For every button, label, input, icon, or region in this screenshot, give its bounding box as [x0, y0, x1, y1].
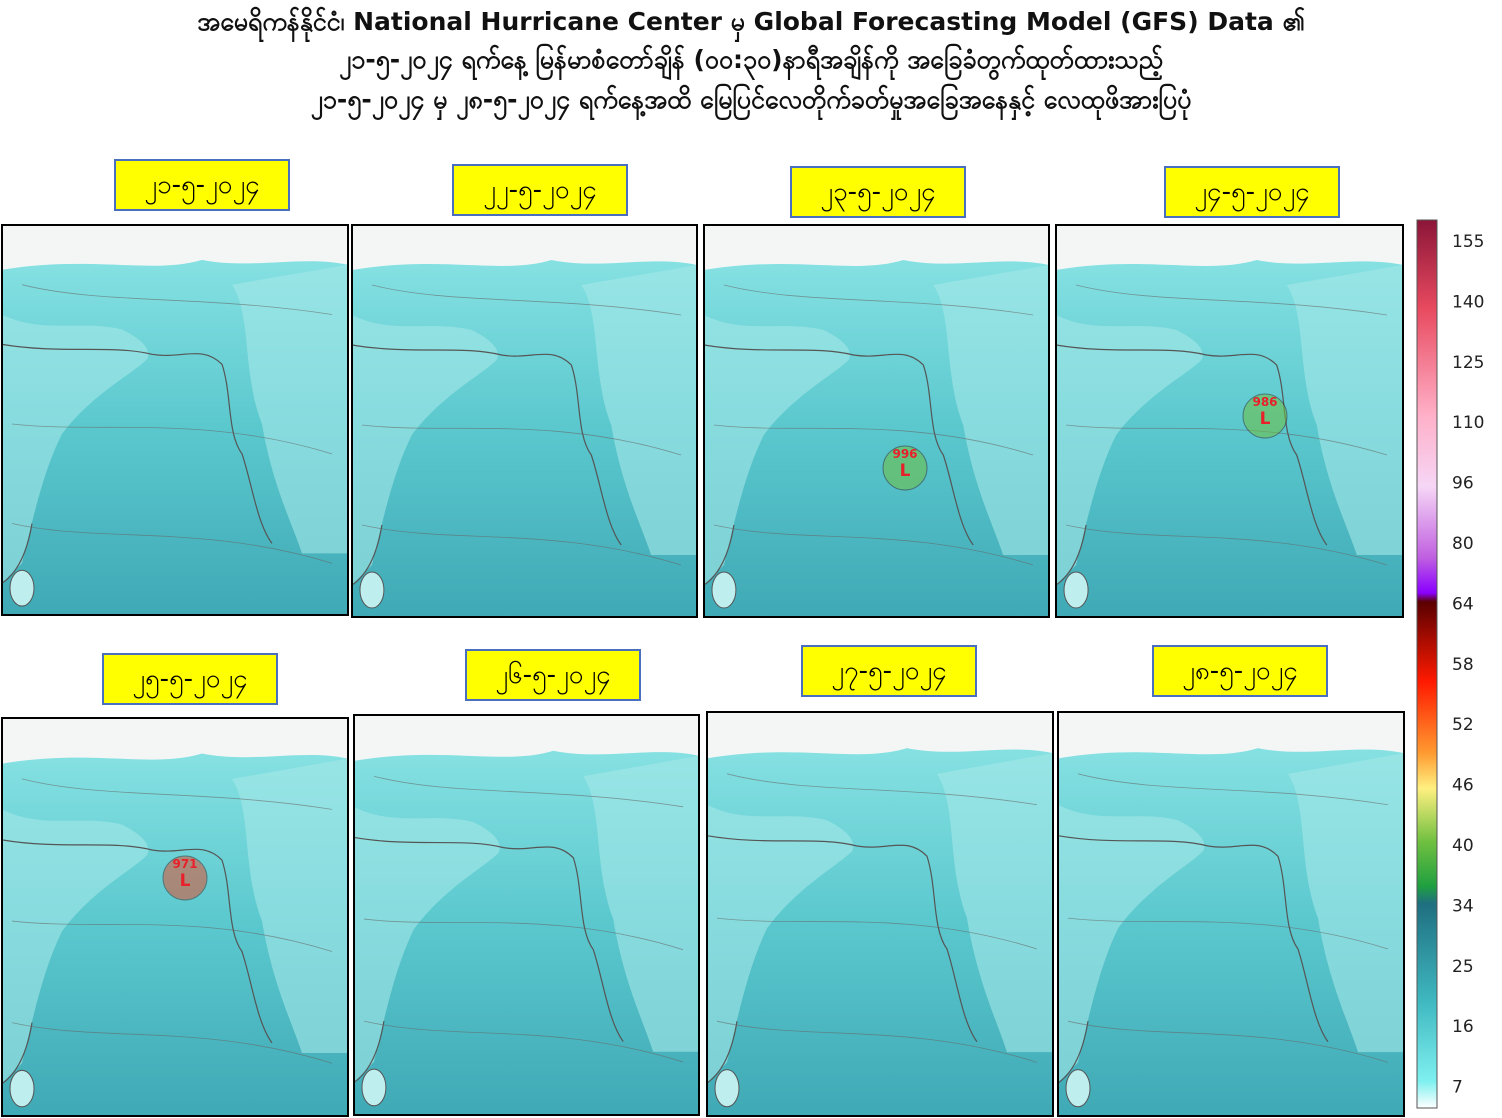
date-label: ၂၆-၅-၂၀၂၄ [465, 649, 641, 701]
colorbar-label: 52 [1452, 715, 1474, 735]
low-symbol: L [1260, 409, 1271, 429]
colorbar-label: 64 [1452, 594, 1474, 614]
low-pressure: 986 [1252, 395, 1277, 409]
colorbar-label: 125 [1452, 353, 1484, 373]
low-pressure: 971 [172, 857, 197, 871]
title-line: အမေရိကန်နိုင်ငံ၊ National Hurricane Cent… [197, 7, 1305, 36]
date-label: ၂၃-၅-၂၀၂၄ [790, 166, 966, 218]
date-label: ၂၄-၅-၂၀၂၄ [1164, 166, 1340, 218]
low-pressure: 996 [892, 447, 917, 461]
colorbar-label: 80 [1452, 534, 1474, 554]
low-swirl [162, 855, 208, 901]
colorbar-label: 16 [1452, 1017, 1474, 1037]
colorbar-label: 155 [1452, 232, 1484, 252]
colorbar-label: 25 [1452, 957, 1474, 977]
map-panel [1, 717, 349, 1117]
low-symbol: L [900, 461, 911, 481]
map-panel [353, 714, 700, 1116]
date-label: ၂၁-၅-၂၀၂၄ [114, 159, 290, 211]
title-line: ၂၁-၅-၂၀၂၄ မှ ၂၈-၅-၂၀၂၄ ရက်နေ့အထိ မြေပြင်… [310, 85, 1192, 114]
colorbar-label: 7 [1452, 1078, 1463, 1098]
map-panel [706, 711, 1054, 1117]
map-panel [1055, 224, 1404, 618]
map-panel [1057, 711, 1405, 1117]
map-border [353, 714, 700, 1116]
map-border [1, 224, 349, 616]
map-panel [351, 224, 698, 618]
map-border [1, 717, 349, 1117]
map-border [1057, 711, 1405, 1117]
date-label: ၂၈-၅-၂၀၂၄ [1152, 645, 1328, 697]
colorbar-label: 46 [1452, 776, 1474, 796]
colorbar-label: 96 [1452, 474, 1474, 494]
low-symbol: L [180, 871, 191, 891]
map-border [351, 224, 698, 618]
low-swirl [882, 445, 928, 491]
colorbar-label: 140 [1452, 292, 1484, 312]
date-label: ၂၅-၅-၂၀၂၄ [102, 653, 278, 705]
map-panel [703, 224, 1050, 618]
colorbar-label: 40 [1452, 836, 1474, 856]
map-border [706, 711, 1054, 1117]
low-swirl [1242, 393, 1288, 439]
colorbar-label: 34 [1452, 896, 1474, 916]
date-label: ၂၇-၅-၂၀၂၄ [801, 645, 977, 697]
map-border [1055, 224, 1404, 618]
title-line: ၂၁-၅-၂၀၂၄ ရက်နေ့ မြန်မာစံတော်ချိန် (၀၀:၃… [338, 45, 1163, 74]
map-border [703, 224, 1050, 618]
colorbar [1416, 219, 1438, 1109]
map-panel [1, 224, 349, 616]
colorbar-label: 110 [1452, 413, 1484, 433]
date-label: ၂၂-၅-၂၀၂၄ [452, 164, 628, 216]
colorbar-label: 58 [1452, 655, 1474, 675]
